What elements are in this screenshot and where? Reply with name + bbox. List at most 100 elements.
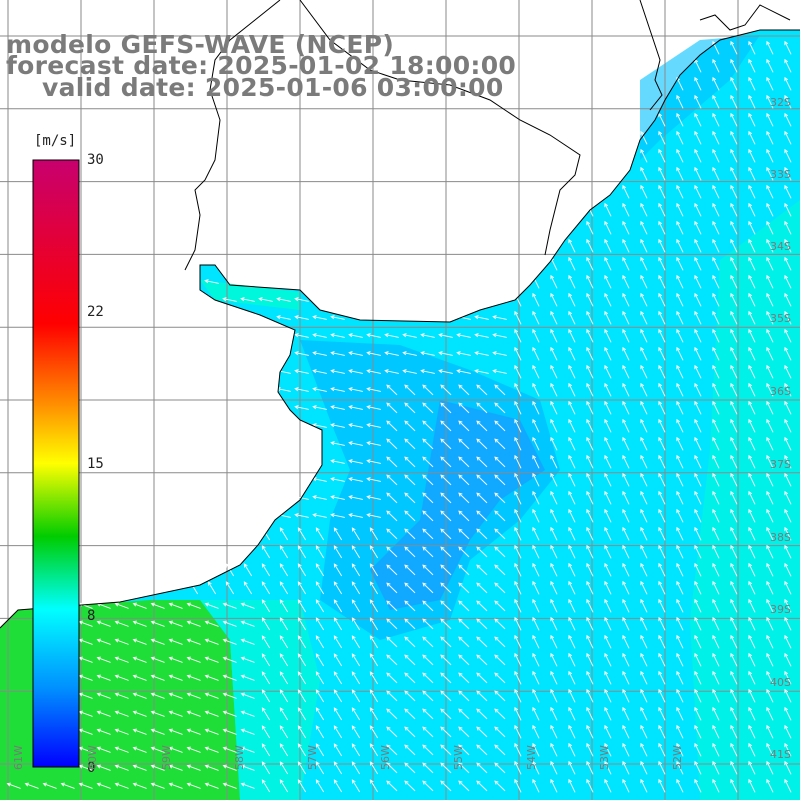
wind-arrow [458,672,470,684]
wind-arrow [640,274,648,289]
wind-arrow [784,166,792,181]
wind-arrow [658,310,666,325]
lon-label: 54W [525,745,538,770]
wind-arrow [676,490,684,505]
wind-arrow [658,688,666,703]
wind-arrow [748,76,756,91]
wind-arrow [658,778,666,793]
wind-arrow [586,742,594,757]
wind-arrow [258,297,273,302]
wind-arrow [748,706,756,721]
border-line [184,0,281,271]
wind-arrow [458,618,470,630]
wind-arrow [369,689,379,703]
wind-arrow [676,508,684,523]
wind-arrow [297,761,307,775]
wind-arrow [784,256,792,271]
wind-arrow [330,315,345,320]
wind-arrow [458,510,470,522]
wind-arrow [550,346,558,361]
wind-arrow [784,634,792,649]
wind-arrow [622,472,630,487]
wind-arrow [748,382,756,397]
wind-arrow [279,527,289,541]
wind-arrow [622,418,630,433]
wind-arrow [676,454,684,469]
wind-arrow [766,58,774,73]
wind-arrow [330,405,345,410]
wind-arrow [712,544,720,559]
wind-arrow [532,544,540,559]
wind-arrow [186,638,201,645]
wind-arrow [676,544,684,559]
wind-arrow [766,562,774,577]
wind-arrow [766,580,774,595]
wind-arrow [550,310,558,325]
wind-arrow [96,782,111,789]
wind-arrow [168,656,183,663]
wind-arrow [622,652,630,667]
title-model: modelo GEFS-WAVE (NCEP) [6,30,395,59]
wind-arrow [440,600,452,612]
wind-arrow [604,544,612,559]
wind-arrow [568,544,576,559]
wind-arrow [132,638,147,645]
wind-arrow [458,564,470,576]
wind-arrow [694,184,702,199]
wind-arrow [386,600,398,612]
wind-arrow [514,778,522,793]
wind-arrow [622,688,630,703]
wind-arrow [712,130,720,145]
wind-arrow [150,692,165,699]
wind-arrow [766,346,774,361]
wind-arrow [114,692,129,699]
wind-arrow [640,526,648,541]
wind-arrow [60,782,75,789]
wind-arrow [532,472,540,487]
wind-arrow [568,706,576,721]
wind-arrow [261,635,271,649]
wind-arrow [330,351,345,356]
wind-arrow [404,762,416,774]
wind-arrow [622,256,630,271]
wind-arrow [676,778,684,793]
wind-arrow [386,420,398,432]
wind-arrow [276,387,291,392]
wind-arrow [730,562,738,577]
coastline [0,0,800,629]
title-valid-date: valid date: 2025-01-06 03:00:00 [42,73,504,102]
wind-arrow [222,638,237,645]
wind-arrow [114,638,129,645]
wind-arrow [330,459,345,464]
wind-arrow [658,454,666,469]
wind-arrow [440,618,452,630]
wind-arrow [494,780,506,792]
wind-arrow [550,328,558,343]
wind-arrow [712,580,720,595]
wind-arrow [640,130,648,145]
wind-arrow [312,333,327,338]
wind-arrow [476,438,488,450]
wind-arrow [784,184,792,199]
wind-arrow [386,618,398,630]
wind-arrow [404,456,416,468]
wind-arrow [96,710,111,717]
wind-arrow [369,617,379,631]
wind-arrow [348,423,363,428]
wind-arrow [730,472,738,487]
wind-arrow [604,472,612,487]
wind-arrow [604,454,612,469]
wind-arrow [114,674,129,681]
wind-arrow [694,130,702,145]
wind-arrow [204,620,219,627]
wind-arrow [658,166,666,181]
wind-arrow [766,328,774,343]
wind-arrow [766,706,774,721]
wind-arrow [730,742,738,757]
wind-arrow [622,580,630,595]
wind-arrow [514,346,522,361]
wind-arrow [712,526,720,541]
wind-arrow [532,490,540,505]
wind-arrow [658,544,666,559]
wind-arrow [694,544,702,559]
